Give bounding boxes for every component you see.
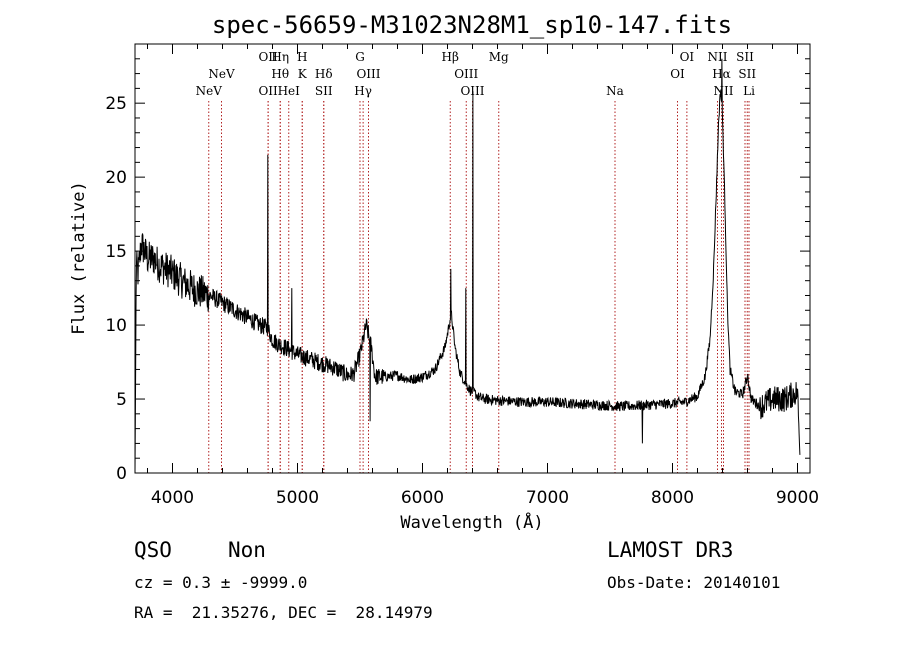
line-label-26: Li xyxy=(743,84,755,98)
line-label-19: OI xyxy=(670,67,685,81)
line-label-0: NeV xyxy=(196,84,223,98)
line-label-20: OI xyxy=(680,50,695,64)
line-label-14: Hβ xyxy=(442,50,459,64)
line-label-3: OII xyxy=(258,84,278,98)
spectrum-series-line xyxy=(134,58,801,474)
coordinates: RA = 21.35276, DEC = 28.14979 xyxy=(134,603,433,622)
y-tick-label-1: 5 xyxy=(116,390,127,410)
y-axis-ticks: 0 5 10 15 20 25 xyxy=(105,43,810,484)
line-label-10: SII xyxy=(315,84,333,98)
x-tick-label-3: 7000 xyxy=(526,488,569,508)
line-label-6: HeI xyxy=(278,84,301,98)
line-label-2: OII xyxy=(258,50,278,64)
line-label-8: K xyxy=(298,67,308,81)
x-tick-label-5: 9000 xyxy=(776,488,819,508)
line-label-16: OIII xyxy=(460,84,484,98)
line-label-12: OIII xyxy=(356,67,380,81)
y-tick-label-3: 15 xyxy=(105,242,127,262)
line-label-18: Na xyxy=(606,84,624,98)
line-label-13: Hγ xyxy=(354,84,372,98)
line-label-11: G xyxy=(355,50,365,64)
line-label-5: Hθ xyxy=(271,67,289,81)
line-label-4: Hη xyxy=(271,50,289,64)
y-tick-label-0: 0 xyxy=(116,464,127,484)
line-label-25: SII xyxy=(738,67,756,81)
line-label-1: NeV xyxy=(208,67,235,81)
redshift-readout: cz = 0.3 ± -9999.0 xyxy=(134,573,308,592)
y-axis-label: Flux (relative) xyxy=(69,181,89,335)
line-label-9: Hδ xyxy=(315,67,333,81)
x-tick-label-1: 5000 xyxy=(276,488,319,508)
y-tick-label-2: 10 xyxy=(105,316,127,336)
x-axis-label: Wavelength (Å) xyxy=(400,511,543,533)
x-tick-label-2: 6000 xyxy=(401,488,444,508)
line-label-7: H xyxy=(297,50,307,64)
line-label-17: Mg xyxy=(489,50,509,64)
chart-title: spec-56659-M31023N28M1_sp10-147.fits xyxy=(212,11,732,39)
object-class: QSO xyxy=(134,538,172,562)
line-label-23: NII xyxy=(714,84,734,98)
line-label-21: NII xyxy=(708,50,728,64)
x-tick-label-0: 4000 xyxy=(151,488,194,508)
y-tick-label-4: 20 xyxy=(105,168,127,188)
y-tick-label-5: 25 xyxy=(105,94,127,114)
object-subclass: Non xyxy=(228,538,266,562)
line-label-24: SII xyxy=(736,50,754,64)
x-tick-label-4: 8000 xyxy=(651,488,694,508)
line-label-15: OIII xyxy=(454,67,478,81)
obs-date: Obs-Date: 20140101 xyxy=(607,573,781,592)
x-axis-ticks: 4000 5000 6000 7000 8000 9000 xyxy=(147,44,819,508)
survey-name: LAMOST DR3 xyxy=(607,538,734,562)
